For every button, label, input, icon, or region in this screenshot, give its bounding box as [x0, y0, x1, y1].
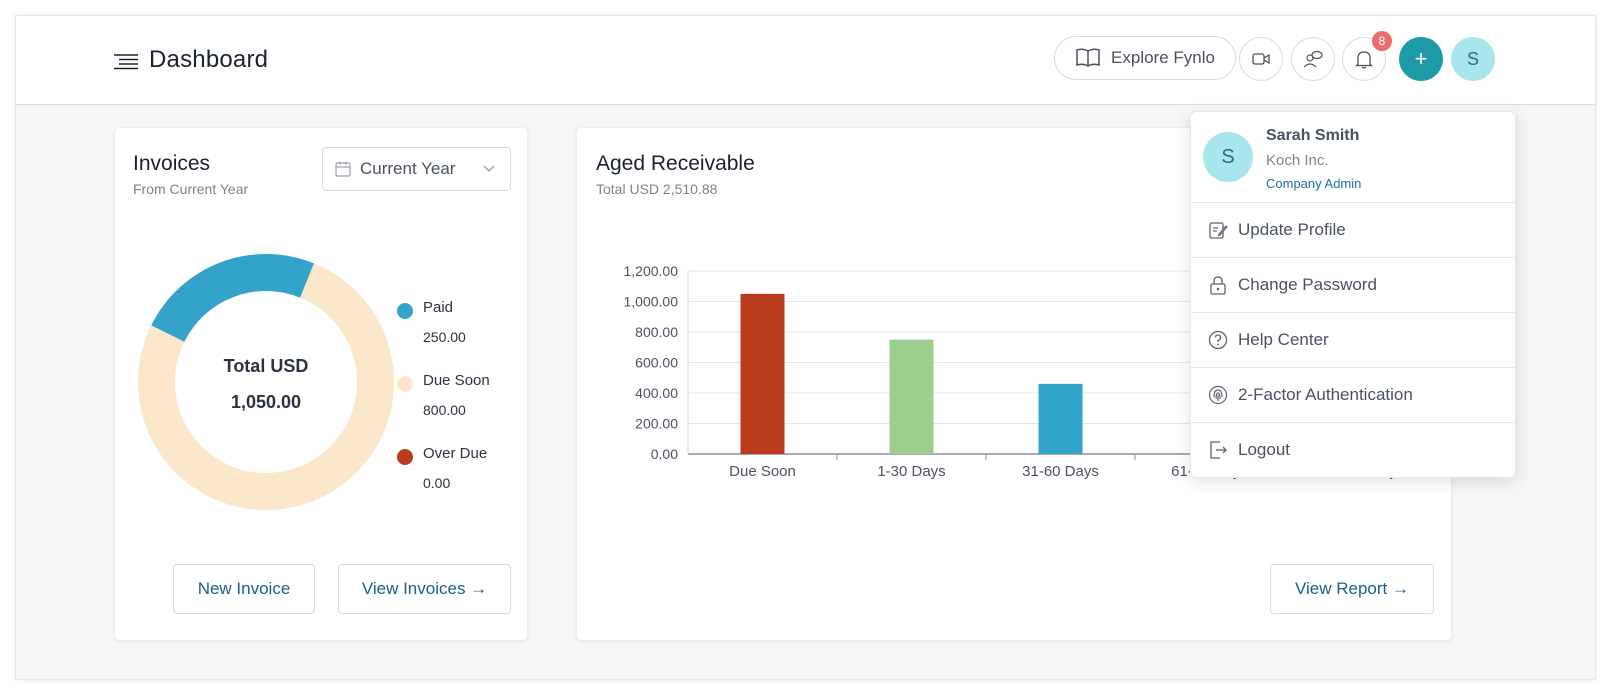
edit-icon	[1209, 222, 1228, 239]
avatar: S	[1203, 132, 1253, 182]
invoices-card: Invoices From Current Year Current Year …	[114, 127, 528, 641]
donut-center-label: Total USD	[224, 356, 309, 376]
legend-value: 0.00	[423, 475, 451, 491]
period-select[interactable]: Current Year	[322, 147, 511, 191]
y-tick-label: 400.00	[635, 385, 678, 401]
video-icon	[1252, 53, 1270, 65]
plus-icon: +	[1414, 46, 1428, 71]
y-tick-label: 200.00	[635, 416, 678, 432]
menu-item-label: Logout	[1238, 440, 1290, 459]
legend-label: Due Soon	[423, 372, 490, 389]
x-tick-label: 31-60 Days	[1022, 463, 1099, 480]
y-tick-label: 600.00	[635, 355, 678, 371]
menu-item-change-password[interactable]: Change Password	[1191, 257, 1515, 312]
support-button[interactable]	[1291, 37, 1335, 81]
legend-value: 800.00	[423, 402, 466, 418]
menu-item-2fa[interactable]: 2-Factor Authentication	[1191, 367, 1515, 422]
invoices-title: Invoices	[133, 152, 211, 175]
lock-icon	[1210, 276, 1226, 295]
legend-value: 250.00	[423, 329, 466, 345]
y-tick-label: 800.00	[635, 324, 678, 340]
period-value: Current Year	[360, 159, 456, 178]
explore-button[interactable]: Explore Fynlo	[1054, 36, 1236, 80]
top-header: Dashboard Explore Fynlo	[16, 16, 1595, 105]
add-button[interactable]: +	[1399, 37, 1443, 81]
invoices-donut: Total USD 1,050.00	[138, 253, 394, 510]
aged-subtitle: Total USD 2,510.88	[596, 181, 718, 197]
new-invoice-button[interactable]: New Invoice	[173, 564, 315, 614]
menu-item-logout[interactable]: Logout	[1191, 422, 1515, 477]
legend-dot-over-due	[397, 449, 413, 465]
bell-icon	[1355, 51, 1373, 69]
user-menu-dropdown: S Sarah Smith Koch Inc. Company Admin Up…	[1190, 111, 1516, 478]
user-name: Sarah Smith	[1266, 127, 1360, 144]
legend-label: Over Due	[423, 445, 488, 462]
donut-center-value: 1,050.00	[231, 392, 301, 412]
donut-slice-paid	[151, 253, 314, 342]
donut-slice-due-soon	[138, 263, 394, 510]
menu-item-label: Update Profile	[1238, 220, 1346, 239]
logout-icon	[1210, 441, 1227, 459]
y-tick-label: 1,000.00	[624, 294, 679, 310]
user-company: Koch Inc.	[1266, 152, 1329, 169]
fingerprint-icon	[1208, 385, 1228, 405]
explore-label: Explore Fynlo	[1111, 48, 1215, 67]
help-icon	[1208, 330, 1228, 350]
menu-icon[interactable]	[114, 53, 138, 71]
book-icon	[1076, 48, 1100, 67]
menu-item-label: Help Center	[1238, 330, 1329, 349]
legend-dot-due-soon	[397, 376, 413, 392]
x-tick-label: 1-30 Days	[877, 463, 945, 480]
app-frame: Dashboard Explore Fynlo	[15, 15, 1596, 680]
view-invoices-button[interactable]: View Invoices →	[338, 564, 511, 614]
y-tick-label: 1,200.00	[624, 263, 679, 279]
legend-label: Paid	[423, 299, 454, 316]
y-tick-label: 0.00	[651, 446, 678, 462]
page-title: Dashboard	[149, 46, 269, 73]
menu-item-label: 2-Factor Authentication	[1238, 385, 1413, 404]
user-role: Company Admin	[1266, 176, 1362, 191]
menu-item-update-profile[interactable]: Update Profile	[1191, 202, 1515, 257]
video-button[interactable]	[1239, 37, 1283, 81]
x-tick-label: Due Soon	[729, 463, 796, 480]
chevron-down-icon	[483, 165, 495, 172]
aged-title: Aged Receivable	[596, 152, 755, 175]
bar	[1038, 383, 1083, 454]
user-avatar-button[interactable]: S	[1451, 37, 1495, 81]
calendar-icon	[335, 161, 351, 177]
bar	[889, 339, 934, 454]
view-report-button[interactable]: View Report →	[1270, 564, 1434, 614]
menu-item-help-center[interactable]: Help Center	[1191, 312, 1515, 367]
invoices-subtitle: From Current Year	[133, 181, 249, 197]
bar	[740, 293, 785, 454]
menu-item-label: Change Password	[1238, 275, 1377, 294]
legend-dot-paid	[397, 303, 413, 319]
users-chat-icon	[1303, 50, 1323, 68]
notification-badge: 8	[1372, 31, 1392, 51]
